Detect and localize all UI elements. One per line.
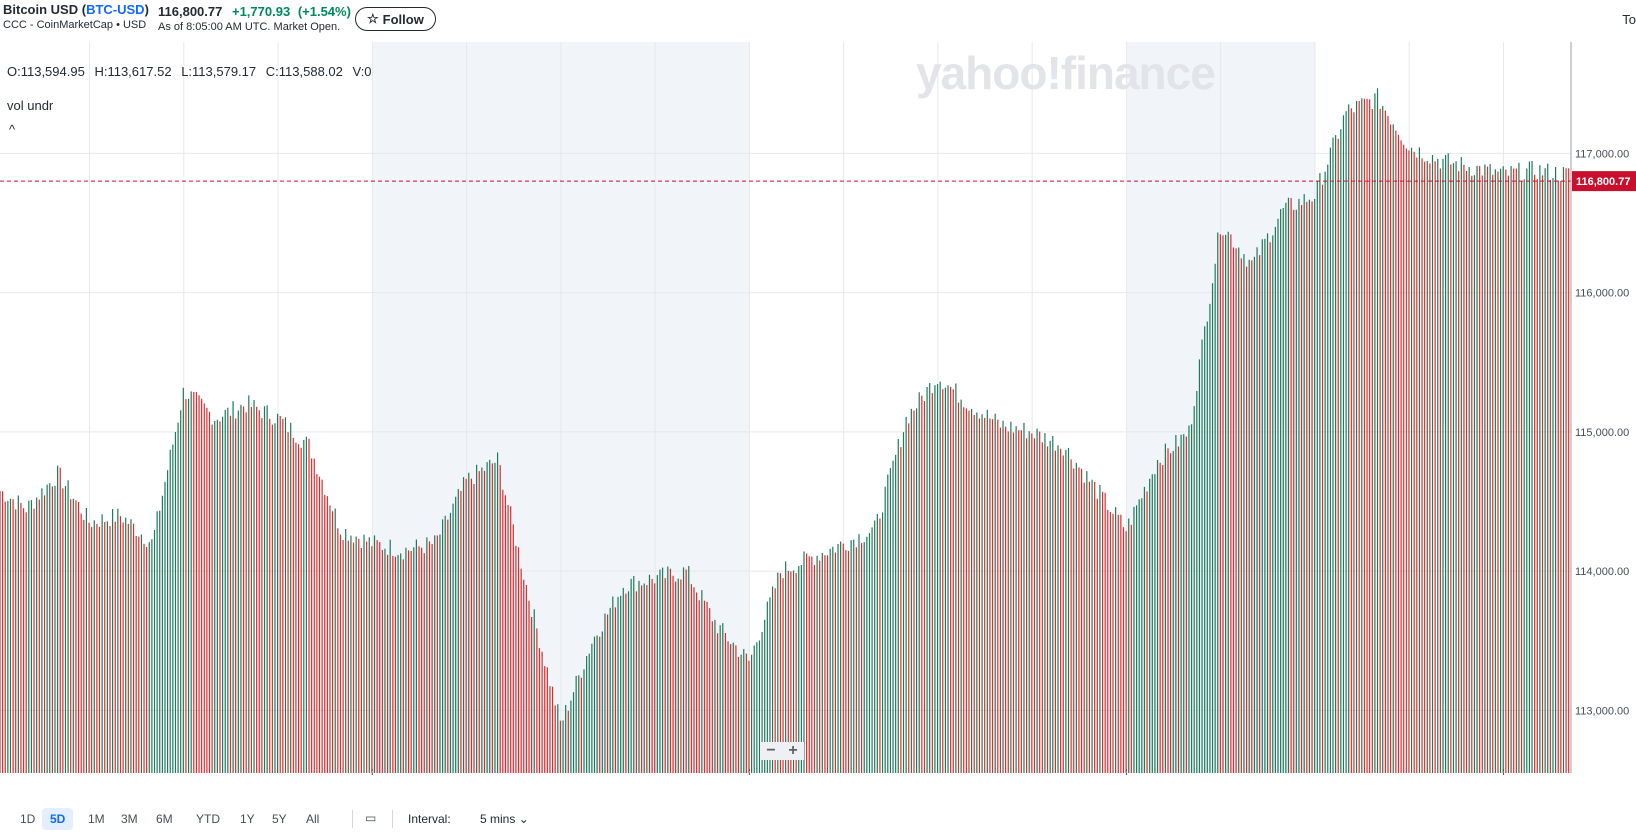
calendar-icon[interactable]: ▭ <box>365 811 377 825</box>
chevron-down-icon: ⌄ <box>518 812 529 826</box>
chart-svg[interactable]: 117,000.00 116,000.00 115,000.00 114,000.00… <box>0 42 1636 775</box>
range-toolbar: 1D 5D 1M 3M 6M YTD 1Y 5Y All ▭ Interval: 5 mins … <box>0 806 1636 832</box>
range-button-1d[interactable]: 1D <box>20 812 36 826</box>
price-line: 116,800.77 +1,770.93 (+1.54%) <box>158 4 351 19</box>
zoom-out-button[interactable]: − <box>760 742 782 760</box>
range-button-all[interactable]: All <box>306 812 320 826</box>
toolbar-divider <box>352 810 353 828</box>
asset-symbol-link[interactable]: BTC-USD <box>86 2 145 17</box>
y-tick-label: 117,000.00 <box>1575 148 1629 160</box>
current-price: 116,800.77 <box>158 4 223 19</box>
volume-study-label[interactable]: vol undr <box>7 98 54 113</box>
range-button-5y[interactable]: 5Y <box>272 812 287 826</box>
asset-name: Bitcoin USD <box>3 2 79 17</box>
y-tick-label: 113,000.00 <box>1575 705 1629 717</box>
quote-header: Bitcoin USD (BTC-USD) CCC - CoinMarketCa… <box>0 0 1636 42</box>
collapse-legend-icon[interactable]: ^ <box>9 122 16 137</box>
range-button-1y[interactable]: 1Y <box>240 812 255 826</box>
ohlc-legend: O:113,594.95 H:113,617.52 L:113,579.17 C… <box>7 64 378 79</box>
current-price-tag-label: 116,800.77 <box>1576 176 1630 188</box>
toolbar-divider <box>392 810 393 828</box>
y-tick-label: 115,000.00 <box>1575 427 1629 439</box>
zoom-controls: − + <box>760 742 804 760</box>
price-chart[interactable]: 117,000.00 116,000.00 115,000.00 114,000.00… <box>0 42 1636 775</box>
range-button-5d[interactable]: 5D <box>42 808 74 830</box>
range-button-3m[interactable]: 3M <box>121 812 138 826</box>
asset-title: Bitcoin USD (BTC-USD) <box>3 2 149 17</box>
price-change: +1,770.93 <box>231 4 291 19</box>
price-change-pct: (+1.54%) <box>297 4 351 19</box>
range-button-ytd[interactable]: YTD <box>196 812 220 826</box>
y-tick-label: 114,000.00 <box>1575 566 1629 578</box>
follow-label: Follow <box>382 11 424 27</box>
current-price-tag <box>1572 171 1636 192</box>
range-button-1m[interactable]: 1M <box>88 812 105 826</box>
ohlc-low: L:113,579.17 <box>181 64 257 79</box>
star-icon: ☆ <box>367 11 379 26</box>
asset-source: CCC - CoinMarketCap • USD <box>3 19 147 31</box>
ohlc-close: C:113,588.02 <box>265 64 343 79</box>
ohlc-open: O:113,594.95 <box>7 64 85 79</box>
interval-value: 5 mins <box>480 812 516 826</box>
zoom-in-button[interactable]: + <box>782 742 804 760</box>
ohlc-high: H:113,617.52 <box>94 64 172 79</box>
follow-button[interactable]: ☆ Follow <box>355 7 436 31</box>
yahoo-finance-watermark: yahoo!finance <box>916 47 1216 99</box>
interval-label: Interval: <box>408 812 451 826</box>
range-button-6m[interactable]: 6M <box>156 812 173 826</box>
y-tick-label: 116,000.00 <box>1575 288 1629 300</box>
as-of-timestamp: As of 8:05:00 AM UTC. Market Open. <box>158 21 341 33</box>
interval-dropdown[interactable]: 5 mins ⌄ <box>480 812 529 826</box>
truncated-edge-label: To <box>1622 12 1636 27</box>
ohlc-volume: V:0 <box>352 64 372 79</box>
